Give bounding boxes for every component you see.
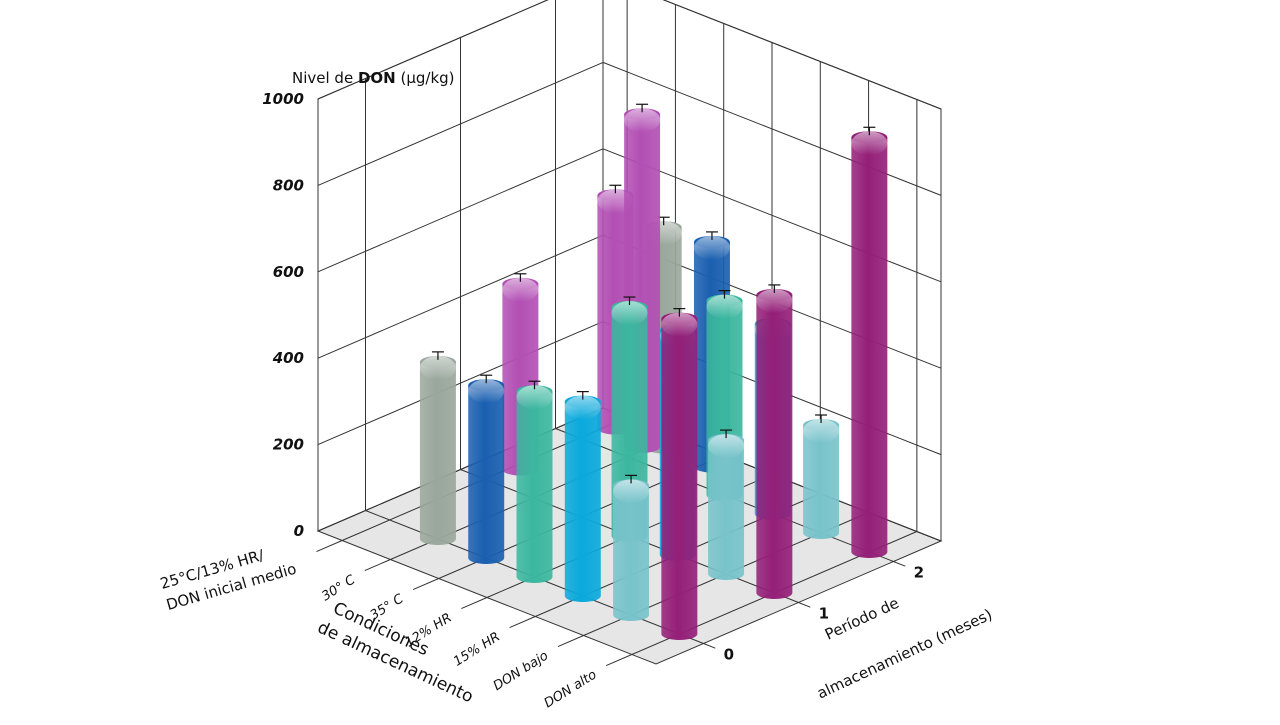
bar-0-4-body bbox=[564, 401, 601, 602]
y-tick-label-5: 1000 bbox=[262, 90, 304, 108]
cat-tick-mark-5 bbox=[557, 635, 584, 648]
bar-1-5-highlight bbox=[708, 434, 745, 459]
bar-0-3-highlight bbox=[516, 385, 553, 410]
period-tick-mark-0 bbox=[703, 643, 716, 649]
cat-tick-mark-1 bbox=[364, 559, 391, 572]
y-tick-label-3: 600 bbox=[273, 263, 304, 281]
bar-0-1-highlight bbox=[419, 355, 456, 380]
bar-0-1-body bbox=[419, 361, 456, 545]
period-tick-label-1: 1 bbox=[819, 604, 829, 622]
period-tick-mark-2 bbox=[893, 561, 906, 567]
background-bar-4-highlight bbox=[624, 108, 661, 133]
bar-0-1 bbox=[419, 351, 456, 545]
cat-tick-label-5: DON bajo bbox=[491, 648, 551, 694]
y-axis-label: Nivel de DON (µg/kg) bbox=[292, 69, 455, 87]
cat-tick-label-0: 25°C/13% HR/DON inicial medio bbox=[158, 538, 298, 614]
cat-tick-mark-2 bbox=[412, 578, 439, 591]
bar-2-5-highlight bbox=[803, 419, 840, 443]
y-axis-label-bold: DON bbox=[358, 69, 396, 87]
y-tick-label-2: 400 bbox=[272, 349, 304, 367]
bar-1-3-highlight bbox=[611, 301, 648, 326]
bar-2-6-body bbox=[851, 137, 888, 558]
bar-0-4 bbox=[564, 391, 601, 602]
cat-tick-mark-0 bbox=[316, 540, 343, 553]
bar-0-6-highlight bbox=[661, 312, 698, 337]
bar-2-5 bbox=[803, 414, 840, 539]
bar-0-3 bbox=[516, 380, 553, 583]
period-tick-label-2: 2 bbox=[914, 563, 924, 581]
cat-tick-mark-4 bbox=[509, 616, 536, 629]
cat-tick-mark-6 bbox=[606, 654, 633, 667]
y-axis-label-suffix: (µg/kg) bbox=[396, 69, 455, 87]
bar-1-5 bbox=[708, 429, 745, 580]
y-axis-label-prefix: Nivel de bbox=[292, 69, 358, 87]
bar-1-6-body bbox=[756, 294, 793, 599]
cat-tick-mark-3 bbox=[461, 597, 488, 610]
bar-0-5-body bbox=[613, 485, 650, 621]
cat-tick-label-4: 15% HR bbox=[451, 629, 503, 669]
bar-0-2-body bbox=[468, 385, 505, 564]
bar-0-2-highlight bbox=[468, 379, 505, 404]
period-tick-label-0: 0 bbox=[724, 645, 734, 663]
background-bar-0-highlight bbox=[502, 277, 539, 302]
bar-0-2 bbox=[468, 374, 505, 564]
bar-2-3-highlight bbox=[706, 294, 743, 319]
z-axis-title-line1: Período de bbox=[822, 594, 902, 644]
bar-1-6 bbox=[756, 284, 793, 599]
period-tick-mark-1 bbox=[798, 602, 811, 608]
y-tick-label-4: 800 bbox=[273, 176, 304, 194]
y-tick-label-1: 200 bbox=[273, 436, 304, 454]
bar-0-6 bbox=[661, 308, 698, 640]
bar-1-6-highlight bbox=[756, 288, 793, 313]
bar-0-3-body bbox=[516, 391, 553, 583]
bar-2-6 bbox=[851, 126, 888, 558]
cat-tick-label-6: DON alto bbox=[542, 667, 600, 711]
background-bar-3-highlight bbox=[693, 235, 730, 260]
bar-0-5-highlight bbox=[613, 479, 650, 504]
bar-2-6-highlight bbox=[851, 131, 888, 156]
bar-0-4-highlight bbox=[564, 395, 601, 420]
bar-1-5-body bbox=[708, 440, 745, 580]
bar-0-5 bbox=[613, 474, 650, 621]
bar-2-5-body bbox=[803, 425, 840, 539]
y-tick-label-0: 0 bbox=[294, 522, 304, 540]
bar-0-6-body bbox=[661, 318, 698, 640]
